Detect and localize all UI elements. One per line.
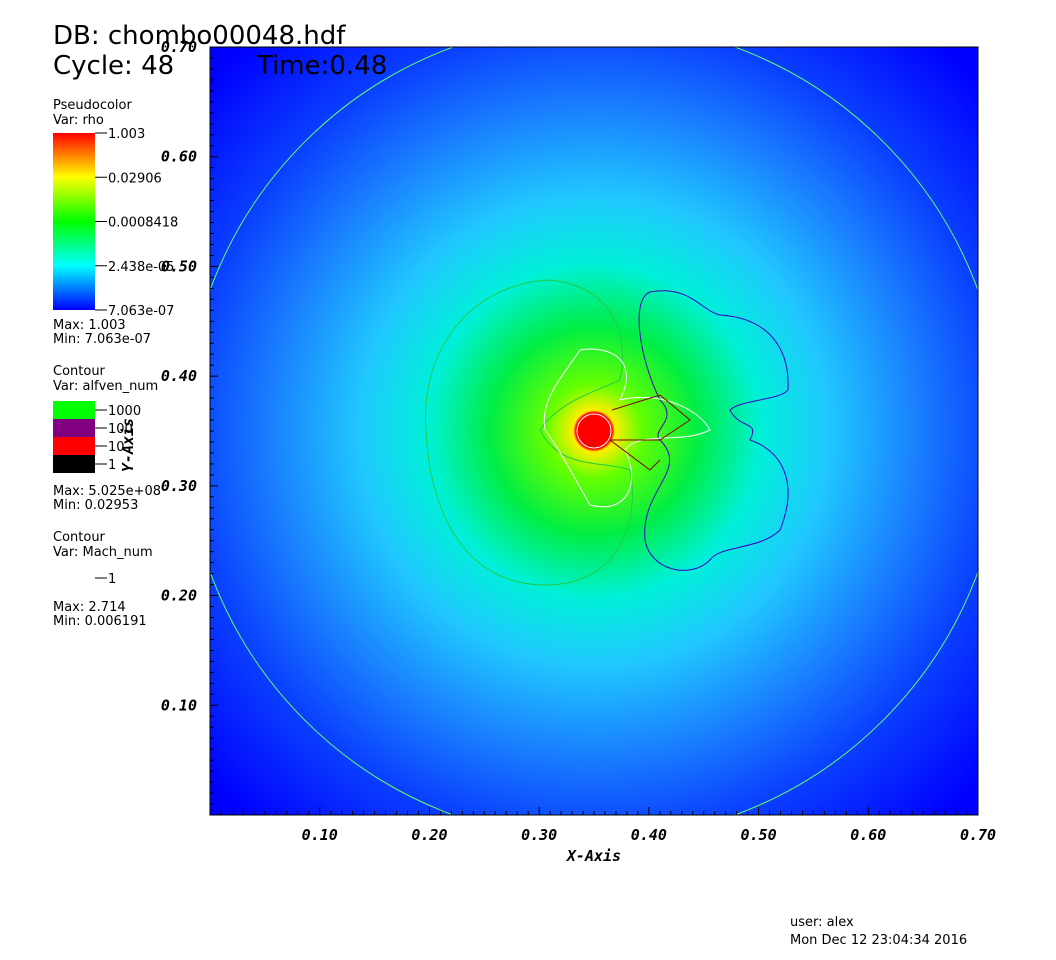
y-tick-label: 0.30 bbox=[161, 477, 197, 495]
y-tick-label: 0.20 bbox=[161, 587, 197, 605]
plot: X-Axis Y-Axis bbox=[119, 46, 979, 865]
colorbar-label: 2.438e-05 bbox=[108, 260, 174, 275]
legend-var: Var: alfven_num bbox=[53, 379, 158, 394]
legend-title: Contour bbox=[53, 530, 106, 545]
db-label: DB: chombo00048.hdf bbox=[53, 21, 346, 51]
user-label: user: alex bbox=[790, 915, 854, 930]
x-tick-label: 0.30 bbox=[521, 826, 557, 844]
colorbar-label: 1.003 bbox=[108, 127, 145, 142]
legend-title: Pseudocolor bbox=[53, 98, 132, 113]
contour-level: 1000 bbox=[108, 404, 141, 419]
colorbar bbox=[53, 133, 95, 310]
y-tick-label: 0.10 bbox=[161, 696, 197, 714]
contour-level: 1 bbox=[108, 458, 116, 473]
x-tick-label: 0.60 bbox=[850, 826, 886, 844]
colorbar-label: 0.02906 bbox=[108, 171, 162, 186]
x-tick-label: 0.40 bbox=[631, 826, 667, 844]
legend: Pseudocolor Var: rho Max: 1.003 Min: 7.0… bbox=[53, 98, 178, 629]
colorbar-label: 7.063e-07 bbox=[108, 304, 174, 319]
legend-var: Var: Mach_num bbox=[53, 545, 153, 560]
tick-marks bbox=[210, 57, 968, 815]
legend-var: Var: rho bbox=[53, 113, 104, 128]
legend-max: Max: 5.025e+08 bbox=[53, 484, 161, 499]
legend-max: Max: 2.714 bbox=[53, 600, 126, 615]
legend-min: Min: 7.063e-07 bbox=[53, 332, 151, 347]
y-tick-label: 0.70 bbox=[161, 38, 197, 56]
contours bbox=[210, 47, 978, 815]
legend-title: Contour bbox=[53, 364, 106, 379]
y-tick-label: 0.60 bbox=[161, 148, 197, 166]
contour-level: 10 bbox=[108, 440, 125, 455]
contour-level: 100 bbox=[108, 422, 133, 437]
contour-level: 1 bbox=[108, 572, 116, 587]
legend-min: Min: 0.006191 bbox=[53, 614, 147, 629]
date-label: Mon Dec 12 23:04:34 2016 bbox=[790, 933, 967, 948]
x-tick-label: 0.20 bbox=[411, 826, 447, 844]
x-tick-label: 0.70 bbox=[960, 826, 996, 844]
x-tick-label: 0.50 bbox=[741, 826, 777, 844]
cycle-label: Cycle: 48 bbox=[53, 51, 174, 81]
colorbar-label: 0.0008418 bbox=[108, 216, 178, 231]
y-axis-title: Y-Axis bbox=[119, 418, 137, 472]
legend-min: Min: 0.02953 bbox=[53, 498, 138, 513]
x-tick-label: 0.10 bbox=[302, 826, 338, 844]
y-tick-label: 0.50 bbox=[161, 257, 197, 275]
time-label: Time:0.48 bbox=[256, 51, 387, 81]
legend-max: Max: 1.003 bbox=[53, 318, 126, 333]
x-axis-title: X-Axis bbox=[565, 847, 621, 865]
y-tick-label: 0.40 bbox=[161, 367, 197, 385]
